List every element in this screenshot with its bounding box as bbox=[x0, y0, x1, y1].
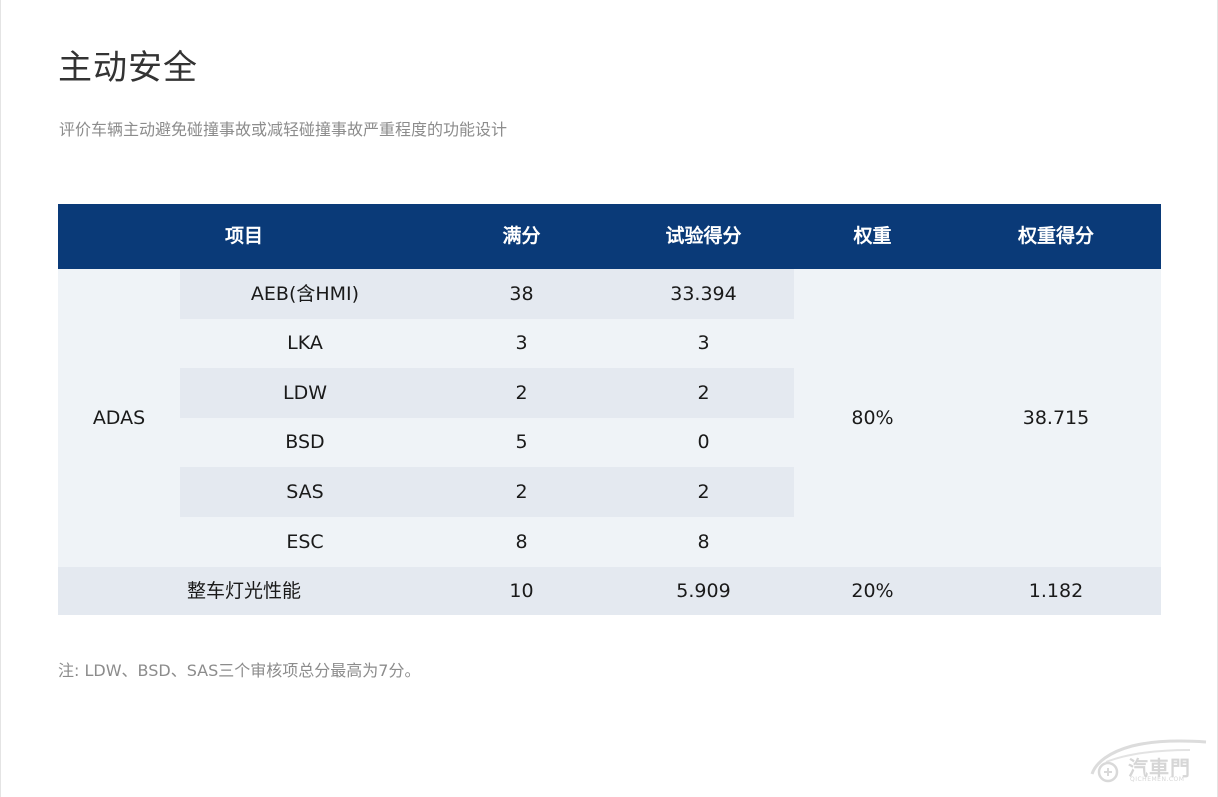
item-full-score: 2 bbox=[515, 382, 528, 404]
adas-weight: 80% bbox=[851, 407, 894, 429]
adas-label: ADAS bbox=[92, 407, 146, 429]
item-full-score: 5 bbox=[515, 431, 528, 453]
lighting-row-bg bbox=[58, 567, 1161, 615]
header-test-score: 试验得分 bbox=[665, 225, 742, 247]
item-name: LDW bbox=[282, 382, 327, 404]
item-full-score: 3 bbox=[515, 332, 528, 354]
table-header: 项目 满分 试验得分 权重 权重得分 bbox=[58, 204, 1161, 269]
lighting-full-score: 10 bbox=[509, 580, 534, 602]
item-test-score: 33.394 bbox=[670, 283, 737, 305]
watermark-brand: 汽車門 bbox=[1128, 756, 1191, 780]
item-test-score: 8 bbox=[697, 531, 710, 553]
item-test-score: 2 bbox=[697, 382, 710, 404]
item-name: ESC bbox=[286, 531, 324, 553]
watermark-sub: QICHEMEN.COM bbox=[1130, 776, 1185, 783]
row-stripe bbox=[180, 467, 794, 517]
item-name: SAS bbox=[286, 481, 324, 503]
header-weight: 权重 bbox=[853, 225, 892, 247]
section-title: 主动安全 bbox=[58, 48, 198, 88]
section-subtitle: 评价车辆主动避免碰撞事故或减轻碰撞事故严重程度的功能设计 bbox=[59, 120, 508, 139]
car-outline-icon bbox=[1090, 739, 1207, 783]
item-test-score: 3 bbox=[697, 332, 710, 354]
item-test-score: 2 bbox=[697, 481, 710, 503]
lighting-name: 整车灯光性能 bbox=[186, 580, 301, 602]
score-table: 项目 满分 试验得分 权重 权重得分 ADAS 80% 38.715 AEB(含… bbox=[58, 204, 1161, 615]
lighting-test-score: 5.909 bbox=[676, 580, 731, 602]
item-name: AEB(含HMI) bbox=[250, 283, 360, 305]
item-full-score: 38 bbox=[509, 283, 534, 305]
header-weighted-score: 权重得分 bbox=[1017, 225, 1094, 247]
frame-left-border bbox=[0, 0, 1, 797]
item-full-score: 2 bbox=[515, 481, 528, 503]
adas-weighted-score: 38.715 bbox=[1022, 407, 1090, 429]
item-test-score: 0 bbox=[697, 431, 710, 453]
footnote: 注: LDW、BSD、SAS三个审核项总分最高为7分。 bbox=[58, 661, 421, 680]
item-full-score: 8 bbox=[515, 531, 528, 553]
row-stripe bbox=[180, 269, 794, 319]
header-full-score: 满分 bbox=[502, 225, 541, 247]
item-name: LKA bbox=[287, 332, 323, 354]
header-item: 项目 bbox=[224, 225, 263, 247]
row-stripe bbox=[180, 368, 794, 418]
lighting-weighted-score: 1.182 bbox=[1028, 580, 1084, 602]
watermark-logo: 汽車門 QICHEMEN.COM bbox=[1086, 732, 1212, 786]
lighting-weight: 20% bbox=[851, 580, 894, 602]
item-name: BSD bbox=[285, 431, 325, 453]
